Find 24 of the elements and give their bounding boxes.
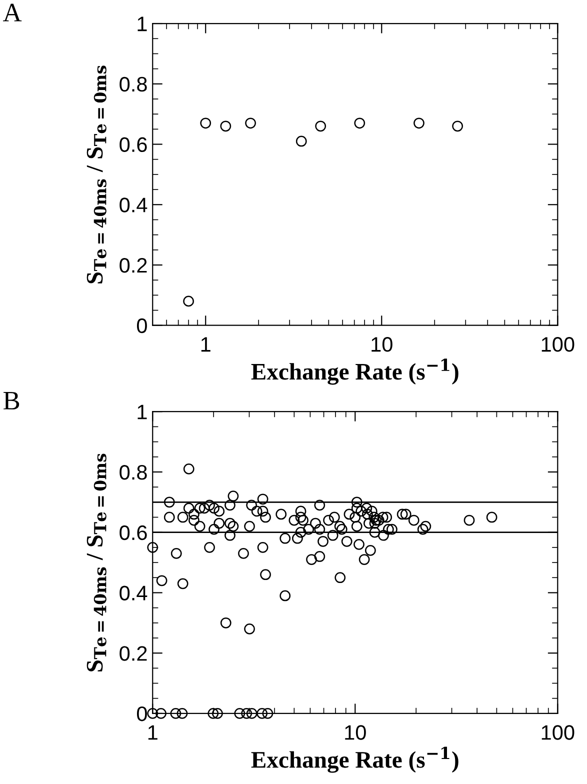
x-tick-label: 100 — [542, 725, 574, 740]
y-tick-label: 0.2 — [120, 258, 147, 273]
y-tick-label: 0.2 — [120, 646, 147, 661]
y-tick-label: 1 — [138, 16, 147, 32]
x-axis-title: Exchange Rate (s$^{−1}$) — [251, 358, 458, 385]
chart-title: B — [4, 392, 20, 410]
chart-title: A — [3, 4, 22, 22]
x-tick-label: 1 — [201, 337, 210, 352]
y-tick-label: 0.4 — [120, 586, 148, 600]
y-tick-label: 0.4 — [120, 198, 148, 212]
y-tick-label: 1 — [138, 404, 147, 420]
x-tick-label: 1 — [148, 725, 158, 740]
y-tick-label: 0.8 — [120, 464, 147, 480]
y-tick-label: 0.8 — [120, 76, 147, 92]
x-tick-label: 10 — [372, 337, 392, 352]
y-tick-label: 0 — [136, 706, 147, 722]
y-tick-label: 0 — [136, 318, 147, 334]
x-tick-label: 100 — [542, 337, 574, 352]
y-tick-label: 0.6 — [120, 525, 147, 540]
y-tick-label: 0.6 — [120, 137, 147, 152]
y-axis-title: S$_{Te=40ms}$ / S$_{Te=0ms}$ — [86, 66, 106, 284]
y-axis-title: S$_{Te=40ms}$ / S$_{Te=0ms}$ — [86, 454, 106, 672]
x-tick-label: 10 — [345, 725, 366, 740]
x-axis-title: Exchange Rate (s$^{−1}$) — [251, 746, 458, 773]
